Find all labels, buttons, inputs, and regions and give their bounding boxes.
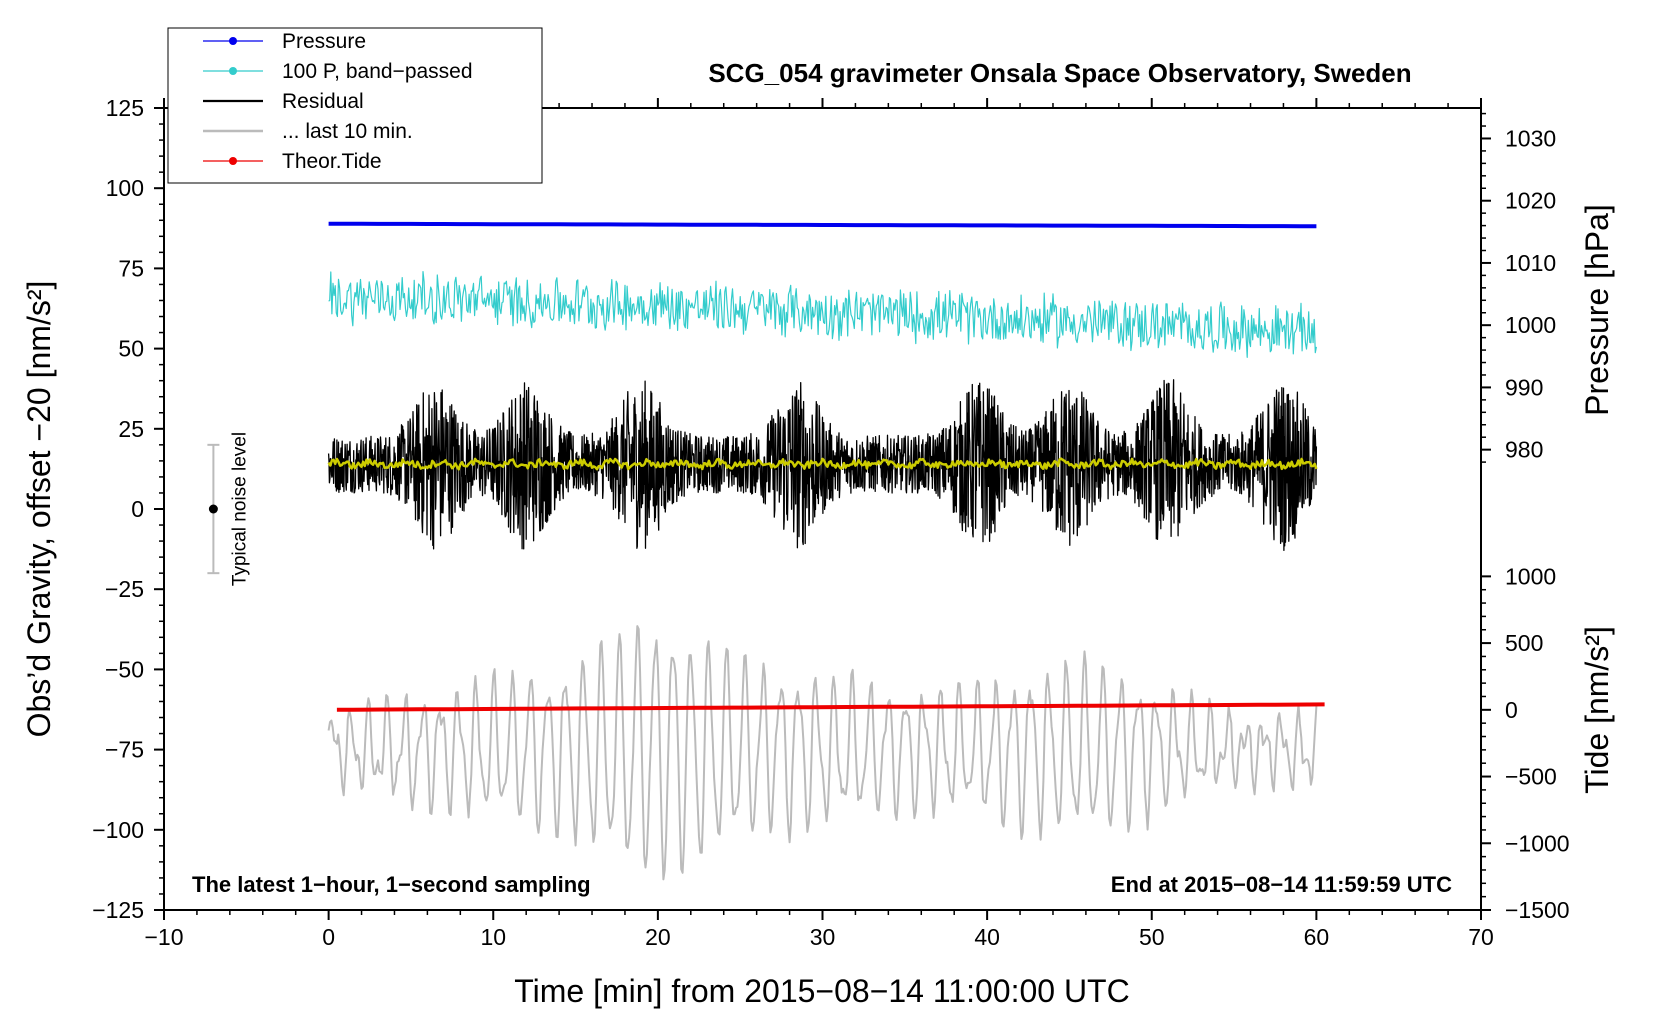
x-tick-label: 20 (645, 924, 671, 950)
y-tick-label-left: −125 (92, 897, 144, 923)
x-tick-label: 10 (480, 924, 506, 950)
y-tick-label-left: −50 (105, 656, 144, 682)
noise-bar-center-dot (208, 504, 218, 514)
y-tick-label-left: 125 (106, 95, 144, 121)
series-theor-tide (336, 702, 1325, 712)
y-axis-title-pressure: Pressure [hPa] (1579, 204, 1615, 416)
y-tick-label-left: 50 (118, 336, 144, 362)
y-tick-label-left: 75 (118, 255, 144, 281)
axes-layer: −10 0 10 20 30 40 50 60 701251007550250−25−50−75… (92, 95, 1569, 950)
series-last-10-min (327, 625, 1318, 881)
series-smoothed-residual (327, 457, 1318, 471)
legend-label-1: 100 P, band−passed (282, 60, 473, 83)
legend: Pressure 100 P, band−passed Residual ... la… (167, 27, 543, 184)
pressure-tick-label: 1000 (1505, 312, 1556, 338)
x-tick-label: 0 (322, 924, 335, 950)
x-tick-label: 70 (1468, 924, 1494, 950)
y-tick-label-left: 0 (131, 496, 144, 522)
tide-tick-label: −1000 (1505, 830, 1570, 856)
noise-indicator: Typical noise level (207, 432, 250, 586)
tide-tick-label: 500 (1505, 630, 1543, 656)
y-axis-title-left: Obs’d Gravity, offset −20 [nm/s²] (21, 281, 57, 738)
series-band-passed-pressure (328, 271, 1317, 358)
annotation-end-time: End at 2015−08−14 11:59:59 UTC (1111, 872, 1452, 897)
pressure-tick-label: 990 (1505, 374, 1543, 400)
annotation-sampling: The latest 1−hour, 1−second sampling (192, 872, 591, 897)
y-axis-title-tide: Tide [nm/s²] (1579, 626, 1615, 794)
series-pressure (328, 221, 1317, 229)
legend-label-2: Residual (282, 90, 364, 113)
chart-title: SCG_054 gravimeter Onsala Space Observat… (708, 58, 1411, 88)
legend-marker-0 (229, 37, 237, 45)
legend-marker-4 (229, 157, 237, 165)
tide-tick-label: −1500 (1505, 897, 1570, 923)
legend-label-0: Pressure (282, 30, 366, 53)
x-axis-title: Time [min] from 2015−08−14 11:00:00 UTC (514, 973, 1129, 1009)
pressure-tick-label: 1020 (1505, 188, 1556, 214)
x-tick-label: 60 (1304, 924, 1330, 950)
tide-tick-label: −500 (1505, 764, 1557, 790)
legend-box (167, 27, 543, 184)
x-tick-label: 50 (1139, 924, 1165, 950)
series-residual (327, 379, 1318, 552)
y-tick-label-left: 25 (118, 416, 144, 442)
y-tick-label-left: −25 (105, 576, 144, 602)
tide-tick-label: 0 (1505, 697, 1518, 723)
pressure-tick-label: 1030 (1505, 125, 1556, 151)
pressure-tick-label: 980 (1505, 437, 1543, 463)
x-tick-label: 30 (810, 924, 836, 950)
legend-label-4: Theor.Tide (282, 150, 382, 173)
pressure-tick-label: 1010 (1505, 250, 1556, 276)
legend-label-3: ... last 10 min. (282, 120, 413, 143)
x-tick-label: 40 (974, 924, 1000, 950)
tide-tick-label: 1000 (1505, 563, 1556, 589)
y-tick-label-left: −100 (92, 817, 144, 843)
y-tick-label-left: 100 (106, 175, 144, 201)
series-layer (327, 221, 1325, 881)
y-tick-label-left: −75 (105, 737, 144, 763)
x-tick-label: −10 (144, 924, 183, 950)
noise-bar-label: Typical noise level (229, 432, 250, 586)
legend-marker-1 (229, 67, 237, 75)
